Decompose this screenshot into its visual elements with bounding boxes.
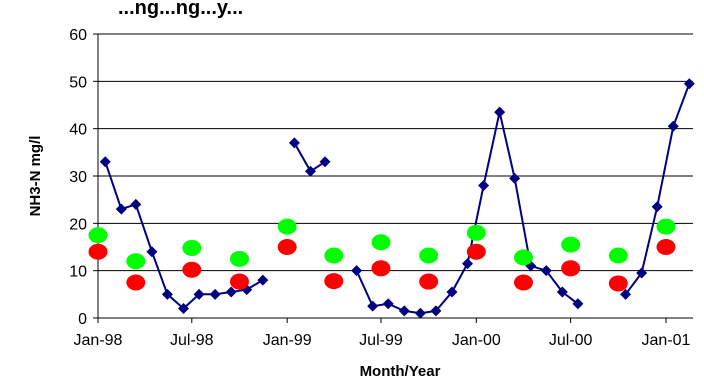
- y-tick-label: 60: [69, 27, 87, 44]
- y-tick-labels: 0 10 20 30 40 50 60: [69, 27, 87, 328]
- diamond-marker: [161, 288, 173, 300]
- x-tick-label: Jul-98: [170, 332, 214, 349]
- green-dot-marker: [182, 239, 202, 256]
- red-dot-marker: [513, 274, 533, 291]
- green-dot-marker: [513, 249, 533, 266]
- y-tick-label: 10: [69, 264, 87, 281]
- diamond-marker: [382, 298, 394, 310]
- diamond-marker: [130, 198, 142, 210]
- x-axis-title: Month/Year: [360, 363, 441, 380]
- green-dot-marker: [324, 247, 344, 264]
- diamond-marker: [414, 307, 426, 319]
- diamond-marker: [288, 137, 300, 149]
- green-dot-marker: [229, 250, 249, 267]
- diamond-marker: [146, 246, 158, 258]
- diamond-marker: [540, 265, 552, 277]
- red-dot-marker: [656, 239, 676, 255]
- diamond-marker: [683, 78, 695, 90]
- series-line-segment: [355, 111, 579, 315]
- red-dot-marker: [371, 260, 391, 277]
- diamond-marker: [225, 286, 237, 298]
- x-tick-label: Jul-00: [549, 332, 593, 349]
- y-tick-label: 20: [69, 216, 87, 233]
- red-dot-marker: [466, 243, 486, 260]
- diamond-marker: [651, 201, 663, 213]
- green-dot-marker: [656, 218, 676, 235]
- diamond-marker: [572, 298, 584, 310]
- diamond-marker: [367, 300, 379, 312]
- green-dot-marker: [561, 236, 581, 253]
- green-dot-marker: [88, 227, 108, 244]
- series-markers: [88, 78, 695, 319]
- diamond-marker: [509, 172, 521, 184]
- green-dot-marker: [466, 224, 486, 241]
- diamond-marker: [556, 286, 568, 298]
- green-dot-marker: [419, 247, 439, 264]
- diamond-marker: [398, 305, 410, 317]
- red-dot-marker: [88, 243, 108, 260]
- green-dot-marker: [608, 247, 628, 264]
- diamond-marker: [319, 156, 331, 168]
- diamond-marker: [494, 106, 506, 118]
- x-tick-label: Jan-01: [642, 332, 691, 349]
- y-tick-label: 0: [78, 311, 87, 328]
- diamond-marker: [478, 179, 490, 191]
- x-tick-labels: Jan-98 Jul-98 Jan-99 Jul-99 Jan-00 Jul-00 Jan-…: [74, 332, 691, 349]
- red-dot-marker: [182, 261, 202, 278]
- diamond-marker: [620, 288, 632, 300]
- y-tick-label: 40: [69, 122, 87, 139]
- y-axis-title: NH3-N mg/l: [27, 136, 44, 217]
- y-tick-label: 30: [69, 169, 87, 186]
- diamond-marker: [667, 120, 679, 132]
- x-tick-label: Jan-00: [452, 332, 501, 349]
- axes: [93, 33, 693, 323]
- green-dot-marker: [277, 218, 297, 235]
- diamond-marker: [351, 265, 363, 277]
- series-line-segment: [624, 83, 691, 295]
- green-dot-marker: [371, 234, 391, 251]
- gridlines: [98, 33, 693, 272]
- red-dot-marker: [126, 274, 146, 291]
- x-tick-label: Jul-99: [359, 332, 403, 349]
- red-dot-marker: [419, 273, 439, 290]
- x-tick-label: Jan-98: [74, 332, 123, 349]
- red-dot-marker: [277, 239, 297, 255]
- diamond-marker: [193, 288, 205, 300]
- diamond-marker: [462, 258, 474, 270]
- x-tick-label: Jan-99: [263, 332, 312, 349]
- chart-title: ...ng...ng...y...: [118, 0, 243, 19]
- diamond-marker: [115, 203, 127, 215]
- series-lines: [104, 83, 691, 315]
- diamond-marker: [304, 165, 316, 177]
- diamond-marker: [209, 288, 221, 300]
- diamond-marker: [178, 303, 190, 315]
- red-dot-marker: [561, 260, 581, 277]
- diamond-marker: [99, 156, 111, 168]
- diamond-marker: [636, 267, 648, 279]
- red-dot-marker: [608, 275, 628, 292]
- green-dot-marker: [126, 253, 146, 270]
- diamond-marker: [446, 286, 458, 298]
- red-dot-marker: [324, 273, 344, 290]
- y-tick-label: 50: [69, 74, 87, 91]
- red-dot-marker: [229, 273, 249, 290]
- diamond-marker: [257, 274, 269, 286]
- diamond-marker: [430, 305, 442, 317]
